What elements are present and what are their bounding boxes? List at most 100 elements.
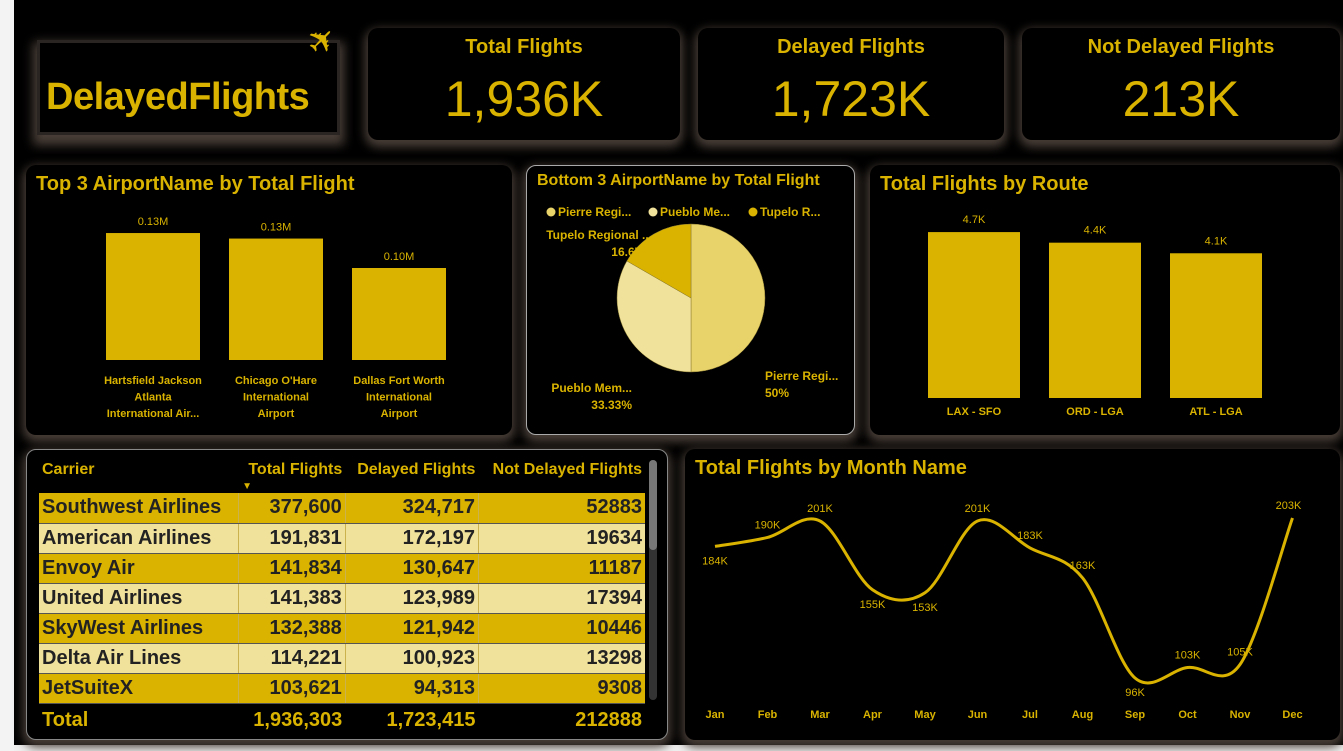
bottom3-airports-chart: Bottom 3 AirportName by Total Flight Pie… — [526, 165, 855, 435]
table-row[interactable]: Delta Air Lines 114,221 100,923 13298 — [39, 643, 645, 674]
chart-title: Bottom 3 AirportName by Total Flight — [537, 172, 820, 189]
chart-title: Total Flights by Month Name — [695, 457, 967, 479]
col-total-flights[interactable]: Total Flights ▼ — [238, 458, 345, 493]
data-label: 183K — [1017, 530, 1043, 542]
x-tick-label: Nov — [1230, 709, 1252, 721]
table-cell: 377,600 — [237, 493, 346, 524]
table-cell: 17394 — [477, 583, 645, 614]
table-cell: 123,989 — [344, 583, 479, 614]
airplane-icon: ✈ — [298, 16, 347, 66]
slice-name: Pierre Regi... — [765, 369, 838, 383]
data-label: 190K — [755, 519, 781, 531]
data-label: 201K — [807, 503, 833, 515]
category-label: LAX - SFO — [947, 406, 1002, 418]
data-label: 163K — [1070, 560, 1096, 572]
legend-marker — [648, 207, 658, 217]
slice-percent: 16.67% — [611, 245, 652, 259]
series-line — [714, 517, 1294, 685]
table-cell: Delta Air Lines — [39, 643, 239, 674]
table-cell: 141,834 — [237, 553, 346, 584]
total-cell: Total — [39, 703, 239, 737]
pie-slice — [626, 223, 692, 299]
month-chart: Total Flights by Month Name 184K Jan 190K F… — [685, 449, 1340, 740]
data-label: 4.4K — [1084, 225, 1107, 237]
table-row[interactable]: JetSuiteX 103,621 94,313 9308 — [39, 673, 645, 704]
table-cell: 103,621 — [237, 673, 346, 704]
table-cell: 19634 — [477, 523, 645, 554]
kpi-value: 1,936K — [444, 71, 604, 127]
kpi-label: Delayed Flights — [777, 36, 925, 58]
category-label: Airport — [381, 408, 418, 420]
table-cell: 13298 — [477, 643, 645, 674]
slice-percent: 50% — [765, 386, 789, 400]
table-cell: JetSuiteX — [39, 673, 239, 704]
bar — [106, 233, 200, 360]
carrier-table: Carrier Total Flights ▼ Delayed Flights N… — [26, 449, 668, 740]
table-cell: Southwest Airlines — [39, 493, 239, 524]
table-cell: 130,647 — [344, 553, 479, 584]
table-cell: Envoy Air — [39, 553, 239, 584]
category-label: Chicago O'Hare — [235, 375, 317, 387]
slice-name: Pueblo Mem... — [551, 381, 632, 395]
slice-name: Tupelo Regional ... — [546, 228, 652, 242]
table-cell: 132,388 — [237, 613, 346, 644]
col-carrier[interactable]: Carrier — [42, 461, 95, 478]
kpi-label: Not Delayed Flights — [1087, 36, 1275, 58]
category-label: International — [243, 392, 309, 404]
table-cell: 114,221 — [237, 643, 346, 674]
data-label: 155K — [860, 599, 886, 611]
logo-box: DelayedFlights ✈ — [37, 17, 346, 135]
col-label: Total Flights — [248, 461, 343, 478]
category-label: Airport — [258, 408, 295, 420]
table-cell: 172,197 — [344, 523, 479, 554]
category-label: Hartsfield Jackson — [104, 375, 202, 387]
data-label: 4.1K — [1205, 235, 1228, 247]
scrollbar-thumb[interactable] — [649, 460, 657, 550]
table-cell: 10446 — [477, 613, 645, 644]
table-cell: SkyWest Airlines — [39, 613, 239, 644]
table-scrollbar[interactable] — [649, 460, 657, 700]
col-not-delayed-flights[interactable]: Not Delayed Flights — [492, 461, 642, 478]
table-cell: 191,831 — [237, 523, 346, 554]
table-total-row: Total 1,936,303 1,723,415 212888 — [39, 703, 645, 737]
data-label: 0.13M — [138, 216, 169, 228]
carrier-table-grid: Carrier Total Flights ▼ Delayed Flights N… — [39, 458, 645, 737]
kpi-delayed-flights: Delayed Flights 1,723K — [698, 28, 1004, 140]
chart-title: Total Flights by Route — [880, 173, 1089, 195]
data-label: 203K — [1276, 500, 1302, 512]
legend-item: Tupelo R... — [760, 205, 820, 219]
sort-desc-icon: ▼ — [242, 481, 253, 492]
x-tick-label: Aug — [1072, 709, 1093, 721]
x-tick-label: Apr — [863, 709, 883, 721]
col-delayed-flights[interactable]: Delayed Flights — [357, 461, 476, 478]
table-cell: United Airlines — [39, 583, 239, 614]
legend-item: Pierre Regi... — [558, 205, 631, 219]
x-tick-label: Dec — [1282, 709, 1302, 721]
total-cell: 1,936,303 — [238, 703, 346, 737]
table-cell: 11187 — [477, 553, 645, 584]
bar — [1170, 253, 1262, 398]
line-svg: 184K Jan 190K Feb 201K Mar 155K Apr 153K May 201K J… — [702, 500, 1302, 721]
data-label: 96K — [1125, 687, 1145, 699]
data-label: 153K — [912, 602, 938, 614]
category-label: Atlanta — [134, 392, 172, 404]
table-row[interactable]: Southwest Airlines 377,600 324,717 52883 — [39, 493, 645, 524]
table-row[interactable]: American Airlines 191,831 172,197 19634 — [39, 523, 645, 554]
table-cell: 121,942 — [344, 613, 479, 644]
x-tick-label: Mar — [810, 709, 830, 721]
table-row[interactable]: Envoy Air 141,834 130,647 11187 — [39, 553, 645, 584]
data-label: 105K — [1227, 647, 1253, 659]
left-margin — [0, 0, 14, 751]
bar — [928, 232, 1020, 398]
legend-marker — [546, 207, 556, 217]
dashboard-title: DelayedFlights — [46, 76, 310, 118]
pie-slice — [690, 223, 766, 373]
kpi-label: Total Flights — [465, 36, 583, 58]
table-cell: American Airlines — [39, 523, 239, 554]
page-tabs-bar — [14, 745, 1343, 751]
table-row[interactable]: United Airlines 141,383 123,989 17394 — [39, 583, 645, 614]
category-label: ATL - LGA — [1189, 406, 1242, 418]
top3-svg: 0.13M Hartsfield Jackson Atlanta Internatio… — [104, 216, 446, 420]
kpi-value: 213K — [1122, 71, 1240, 127]
table-row[interactable]: SkyWest Airlines 132,388 121,942 10446 — [39, 613, 645, 644]
